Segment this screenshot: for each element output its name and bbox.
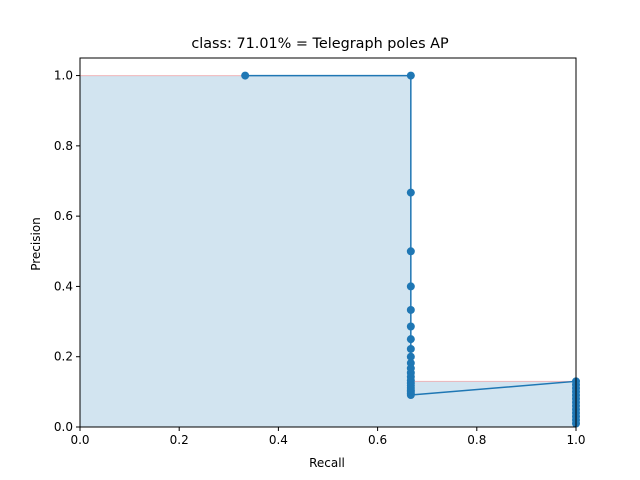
x-tick-label: 0.4 — [269, 433, 288, 447]
x-tick-label: 0.6 — [368, 433, 387, 447]
data-point — [406, 391, 415, 400]
y-tick-label: 0.0 — [54, 420, 73, 434]
data-point — [406, 188, 415, 197]
data-point — [406, 352, 415, 361]
y-axis-title: Precision — [29, 217, 43, 271]
x-tick-label: 0.0 — [70, 433, 89, 447]
axes-background — [80, 58, 576, 427]
plot-area — [80, 58, 580, 428]
data-point — [406, 344, 415, 353]
axes: 0.0 0.2 0.4 0.6 0.8 1.0 0.0 0.2 0.4 0.6 0.8 1.0 — [54, 57, 586, 447]
y-tick-label: 0.6 — [54, 209, 73, 223]
y-tick-label: 1.0 — [54, 69, 73, 83]
data-point — [241, 71, 250, 80]
x-tick-label: 0.8 — [467, 433, 486, 447]
axes-frame — [79, 57, 577, 428]
x-axis-title: Recall — [309, 456, 345, 470]
y-tick-label: 0.2 — [54, 350, 73, 364]
data-point — [406, 322, 415, 331]
data-point — [406, 305, 415, 314]
chart-title: class: 71.01% = Telegraph poles AP — [191, 36, 449, 52]
x-tick-label: 1.0 — [566, 433, 585, 447]
x-tick-label: 0.2 — [170, 433, 189, 447]
precision-envelope-area — [80, 75, 576, 428]
data-point — [406, 335, 415, 344]
data-point — [406, 282, 415, 291]
data-point — [406, 247, 415, 256]
data-point — [406, 71, 415, 80]
y-tick-label: 0.4 — [54, 279, 73, 293]
y-tick-label: 0.8 — [54, 139, 73, 153]
